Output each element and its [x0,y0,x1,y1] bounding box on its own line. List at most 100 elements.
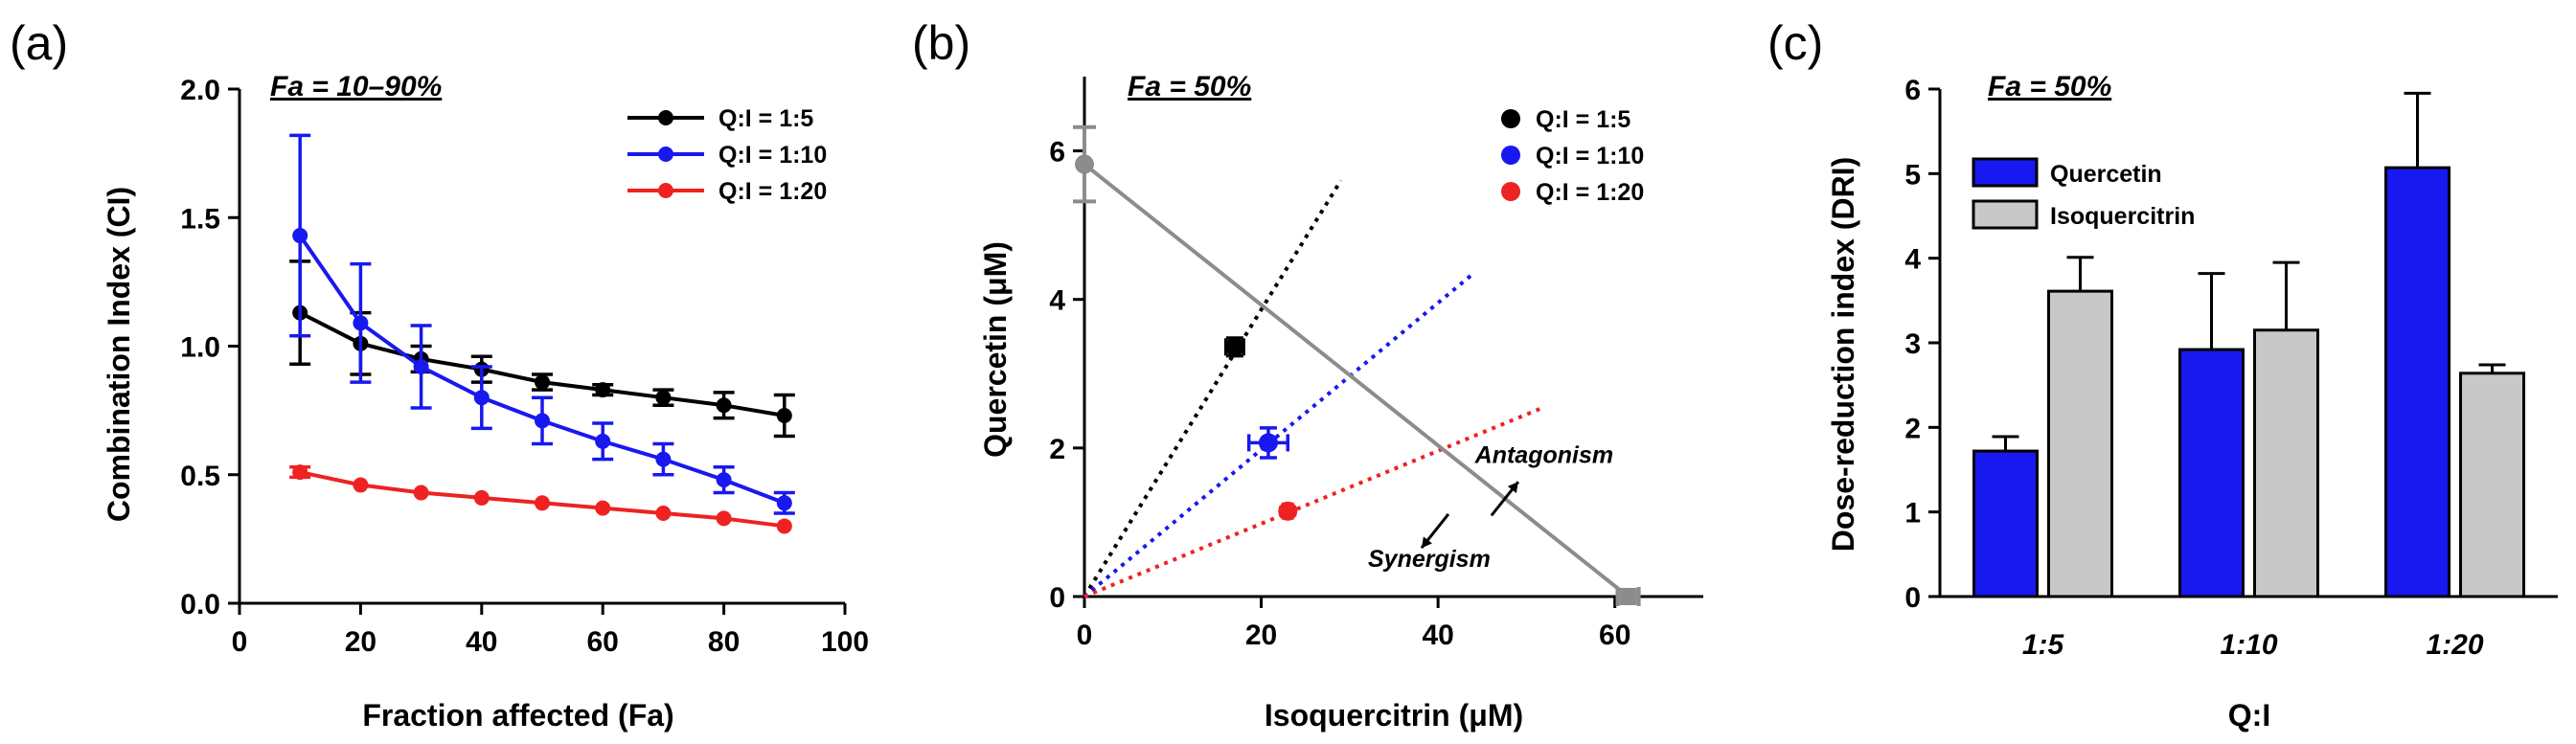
panel-b-ratio-line-3 [1083,405,1545,598]
panel-a-x-tick-label: 40 [466,626,497,658]
panel-c-y-tick-label: 5 [1904,159,1921,191]
panel-b-legend-swatch-marker [1501,182,1520,201]
panel-a-legend: Q:I = 1:5 Q:I = 1:10 Q:I = 1:20 [627,105,827,205]
panel-b-plot: Antagonism Synergism [1073,124,1641,606]
panel-b-y-tick-label: 4 [1049,285,1065,317]
panel-a-data-point [535,413,550,429]
panel-b-x-tick-label: 60 [1599,620,1630,651]
panel-a-x-tick-label: 80 [708,626,740,658]
panel-b-annotation-text: Antagonism [1474,441,1613,468]
panel-a-note: Fa = 10–90% [270,71,442,102]
panel-b-y-axis-title: Quercetin (μM) [978,241,1013,458]
panel-a-legend-swatch-marker [658,183,673,198]
panel-a-data-point [716,472,732,488]
panel-c-bar [2459,372,2525,598]
panel-c-y-axis-title: Dose-reduction index (DRI) [1826,157,1860,552]
panel-b-note: Fa = 50% [1128,71,1251,102]
panel-b-annotation-arrowhead [1507,482,1518,493]
panel-a-y-axis-title: Combination Index (CI) [102,187,136,522]
panel-a-data-point [716,510,732,527]
panel-c-y-tick-label: 2 [1904,413,1921,444]
panel-a-data-point [776,407,792,423]
panel-a-ticks: 0.0 0.5 1.0 1.5 2.0 0 20 40 60 80 100 [180,75,869,658]
panel-a-data-point [413,358,429,374]
panel-c-x-tick-label: 1:10 [2220,629,2277,661]
panel-c-y-tick-label: 6 [1904,75,1921,106]
panel-a-legend-label: Q:I = 1:5 [718,105,813,132]
panel-b-ratio-line-1 [1083,179,1343,598]
panel-c-legend-swatch [1972,157,2039,188]
panel-b-annotation-arrowhead [1421,536,1432,549]
panel-b-label: (b) [912,16,970,70]
panel-a-data-point [473,390,490,406]
panel-b-x-tick-label: 0 [1077,620,1093,651]
panel-b: (b) Fa = 50% Quercetin (μM) Isoquercitri… [912,16,1703,733]
panel-a-legend-label: Q:I = 1:20 [718,178,827,205]
panel-b-data-point [1278,501,1298,521]
panel-a-x-tick-label: 60 [587,626,619,658]
panel-b-legend-swatch-marker [1501,146,1520,165]
panel-b-legend: Q:I = 1:5 Q:I = 1:10 Q:I = 1:20 [1501,106,1644,206]
panel-c-legend-label: Isoquercitrin [2050,203,2195,230]
panel-c-y-tick-label: 3 [1904,328,1921,360]
panel-c-note: Fa = 50% [1988,71,2111,102]
panel-b-annotation-text: Synergism [1368,546,1491,573]
panel-c-legend-swatch [1972,199,2039,230]
panel-c-x-axis-title: Q:I [2228,698,2270,733]
panel-a-plot [289,133,795,534]
panel-c-bar [2178,348,2245,598]
panel-c-ticks: 0 1 2 3 4 5 6 1:5 1:10 1:20 [1904,75,2558,661]
panel-a-data-point [353,315,369,331]
panel-a-data-point [776,495,792,511]
panel-a-data-point [292,228,308,244]
panel-a-legend-label: Q:I = 1:10 [718,142,827,169]
panel-a-data-point [353,477,369,493]
panel-b-x-tick-label: 20 [1245,620,1277,651]
panel-b-y-tick-label: 0 [1049,582,1065,614]
panel-a: (a) Fa = 10–90% Combination Index (CI) F… [10,16,869,733]
panel-c: (c) Fa = 50% Dose-reduction index (DRI) … [1767,16,2558,733]
panel-a-y-tick-label: 2.0 [180,75,220,106]
panel-a-data-point [655,506,672,522]
panel-b-y-tick-label: 6 [1049,137,1065,169]
panel-c-legend-label: Quercetin [2050,161,2162,188]
panel-b-x-axis-title: Isoquercitrin (μM) [1265,698,1523,733]
panel-b-endpoint-marker [1619,588,1637,605]
panel-a-data-point [655,451,672,467]
panel-c-plot [1972,91,2525,598]
panel-c-bar [2253,328,2319,598]
panel-a-data-point [535,495,550,511]
panel-a-label: (a) [10,16,68,70]
panel-a-data-point [413,485,429,501]
panel-a-y-tick-label: 0.0 [180,589,220,620]
panel-a-x-tick-label: 20 [345,626,376,658]
panel-a-data-point [595,433,611,449]
panel-b-endpoint-marker [1075,154,1094,174]
panel-c-legend: Quercetin Isoquercitrin [1972,157,2195,230]
panel-b-legend-label: Q:I = 1:20 [1536,179,1644,206]
panel-b-legend-label: Q:I = 1:10 [1536,143,1644,169]
panel-c-label: (c) [1767,16,1823,70]
panel-a-x-axis-title: Fraction affected (Fa) [362,698,673,733]
panel-c-bar [2384,166,2451,598]
panel-a-data-point [595,500,611,516]
panel-c-x-tick-label: 1:5 [2022,629,2065,661]
panel-a-x-tick-label: 0 [232,626,248,658]
panel-b-data-point [1224,337,1244,357]
panel-b-y-tick-label: 2 [1049,434,1065,465]
panel-c-y-tick-label: 1 [1904,498,1921,530]
panel-b-data-point [1258,433,1278,453]
panel-a-data-point [535,374,550,391]
panel-b-legend-label: Q:I = 1:5 [1536,106,1630,133]
panel-a-data-point [473,489,490,506]
panel-a-legend-swatch-marker [658,147,673,162]
panel-b-isobologram-line [1083,162,1630,598]
panel-a-data-point [716,397,732,414]
panel-a-y-tick-label: 1.0 [180,332,220,364]
panel-a-data-point [595,382,611,398]
panel-a-legend-swatch-marker [658,110,673,125]
panel-b-legend-swatch-marker [1501,109,1520,128]
panel-c-bar [2047,289,2113,598]
panel-c-y-tick-label: 0 [1904,582,1921,614]
